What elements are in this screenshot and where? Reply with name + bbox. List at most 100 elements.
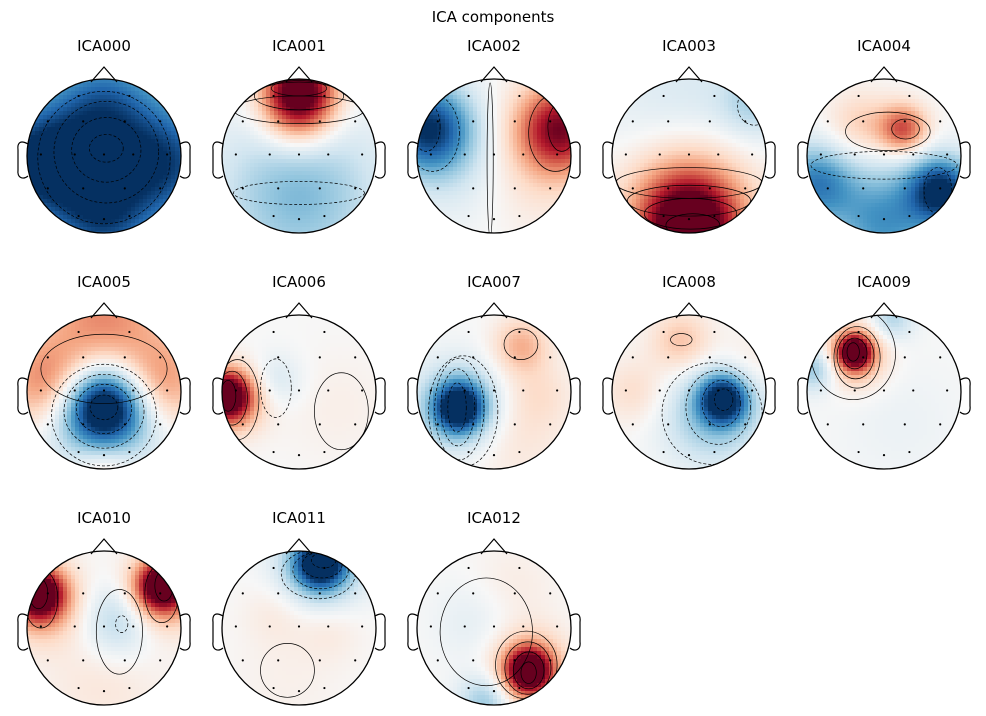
- topomap-ica002: ICA002: [407, 37, 581, 234]
- head-outline: [806, 78, 962, 234]
- contour-line: [661, 362, 763, 465]
- topomap-title: ICA006: [272, 273, 326, 291]
- sensor-marker: [128, 566, 131, 570]
- sensor-marker: [744, 356, 747, 359]
- sensor-marker: [908, 330, 911, 334]
- contour-line: [842, 337, 868, 370]
- sensor-marker: [159, 356, 162, 359]
- sensor-marker: [662, 450, 665, 454]
- sensor-marker: [819, 153, 822, 156]
- sensor-marker: [492, 690, 496, 693]
- head-outline: [26, 550, 182, 706]
- sensor-marker: [549, 120, 552, 123]
- sensor-marker: [128, 214, 131, 218]
- contour-line: [260, 358, 292, 418]
- sensor-marker: [492, 389, 496, 392]
- right-ear-outline: [374, 613, 386, 651]
- sensor-marker: [436, 592, 439, 595]
- topomap-title: ICA004: [857, 37, 911, 55]
- sensor-marker: [234, 625, 237, 628]
- sensor-marker: [946, 153, 949, 156]
- sensor-marker: [166, 625, 169, 628]
- sensor-marker: [549, 659, 552, 662]
- sensor-marker: [82, 659, 85, 662]
- topomap-ica006: ICA006: [212, 273, 386, 470]
- sensor-marker: [708, 356, 711, 359]
- sensor-marker: [234, 389, 237, 392]
- contour-line: [292, 551, 349, 590]
- sensor-marker: [327, 153, 330, 156]
- topomap-ica011: ICA011: [212, 509, 386, 706]
- sensor-marker: [713, 214, 716, 218]
- sensor-marker: [472, 187, 475, 190]
- nose-outline: [675, 302, 703, 319]
- sensor-marker: [297, 690, 301, 693]
- sensor-marker: [658, 389, 661, 392]
- topomap-ica010: ICA010: [17, 509, 191, 706]
- sensor-marker: [323, 214, 326, 218]
- head-outline: [26, 314, 182, 470]
- contour-line: [486, 82, 494, 233]
- sensor-marker: [946, 389, 949, 392]
- sensor-marker: [297, 389, 301, 392]
- head-outline: [416, 78, 572, 234]
- head-outline: [416, 550, 572, 706]
- sensor-marker: [658, 153, 661, 156]
- sensor-marker: [241, 659, 244, 662]
- sensor-marker: [903, 120, 906, 123]
- contour-line: [447, 382, 467, 433]
- topomap-title: ICA009: [857, 273, 911, 291]
- sensor-marker: [518, 94, 521, 98]
- contour-line: [89, 394, 119, 421]
- nose-outline: [285, 66, 313, 83]
- sensor-marker: [492, 454, 496, 457]
- sensor-marker: [159, 120, 162, 123]
- contour-line: [314, 372, 369, 451]
- topomap-title: ICA000: [77, 37, 131, 55]
- sensor-marker: [123, 356, 126, 359]
- sensor-marker: [77, 566, 80, 570]
- sensor-marker: [297, 454, 301, 457]
- sensor-marker: [713, 450, 716, 454]
- sensor-marker: [77, 214, 80, 218]
- left-ear-outline: [17, 141, 29, 179]
- sensor-marker: [518, 686, 521, 690]
- topomap-ica007: ICA007: [407, 273, 581, 470]
- sensor-marker: [102, 153, 106, 156]
- contour-line: [37, 90, 171, 225]
- sensor-marker: [323, 330, 326, 334]
- sensor-marker: [556, 389, 559, 392]
- sensor-marker: [857, 214, 860, 218]
- topomap-ica004: ICA004: [797, 37, 971, 234]
- sensor-marker: [128, 686, 131, 690]
- contour-line: [63, 373, 145, 449]
- sensor-marker: [46, 120, 49, 123]
- sensor-marker: [662, 214, 665, 218]
- head-outline: [416, 314, 572, 470]
- contour-line: [260, 643, 315, 698]
- contour-line: [89, 134, 124, 163]
- sensor-marker: [436, 423, 439, 426]
- sensor-marker: [323, 686, 326, 690]
- sensor-marker: [518, 450, 521, 454]
- sensor-marker: [662, 94, 665, 98]
- sensor-marker: [82, 423, 85, 426]
- sensor-marker: [882, 454, 886, 457]
- sensor-marker: [82, 120, 85, 123]
- right-ear-outline: [374, 377, 386, 415]
- sensor-marker: [708, 423, 711, 426]
- sensor-marker: [73, 625, 76, 628]
- topomap-ica001: ICA001: [212, 37, 386, 234]
- contour-line: [440, 368, 476, 447]
- sensor-marker: [631, 187, 634, 190]
- contour-line: [714, 388, 734, 411]
- sensor-marker: [39, 389, 42, 392]
- sensor-marker: [272, 94, 275, 98]
- sensor-marker: [123, 120, 126, 123]
- sensor-marker: [102, 690, 106, 693]
- sensor-marker: [39, 625, 42, 628]
- sensor-marker: [46, 187, 49, 190]
- sensor-marker: [272, 566, 275, 570]
- sensor-marker: [492, 625, 496, 628]
- sensor-marker: [132, 625, 135, 628]
